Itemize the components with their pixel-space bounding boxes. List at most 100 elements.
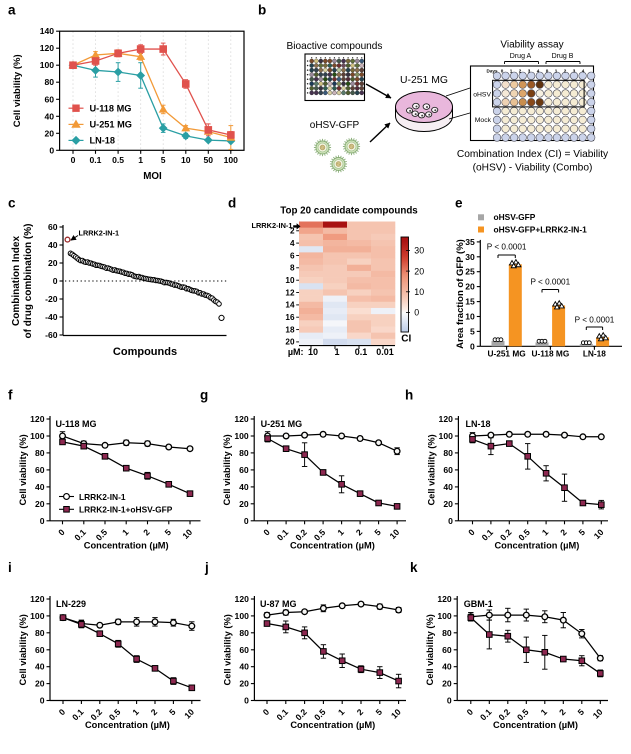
svg-text:1: 1	[130, 707, 141, 718]
svg-text:0: 0	[261, 707, 272, 718]
svg-text:5: 5	[374, 707, 385, 718]
svg-text:2: 2	[354, 527, 365, 538]
svg-text:g: g	[200, 388, 208, 403]
svg-text:j: j	[204, 560, 209, 575]
svg-text:60: 60	[35, 645, 45, 655]
svg-text:5: 5	[576, 707, 587, 718]
svg-text:2: 2	[557, 707, 568, 718]
svg-text:80: 80	[239, 448, 249, 458]
svg-text:40: 40	[239, 482, 249, 492]
svg-text:Concentration (µM): Concentration (µM)	[84, 541, 169, 551]
svg-text:oHSV-GFP: oHSV-GFP	[494, 212, 536, 222]
svg-text:b: b	[258, 3, 266, 18]
svg-text:20: 20	[48, 258, 58, 268]
svg-text:10: 10	[181, 155, 191, 165]
svg-text:20: 20	[414, 266, 424, 276]
svg-text:of drug combination (%): of drug combination (%)	[23, 224, 34, 339]
svg-text:0: 0	[71, 155, 76, 165]
svg-text:Cell viability (%): Cell viability (%)	[222, 434, 232, 505]
svg-text:5: 5	[470, 326, 475, 336]
svg-text:60: 60	[442, 645, 452, 655]
svg-text:1: 1	[120, 527, 131, 538]
svg-text:Cell viability (%): Cell viability (%)	[18, 434, 28, 505]
svg-text:e: e	[455, 196, 463, 211]
svg-text:20: 20	[285, 338, 295, 347]
svg-text:120: 120	[40, 43, 55, 53]
svg-text:Area fraction of GFP (%): Area fraction of GFP (%)	[455, 239, 466, 349]
svg-text:0: 0	[40, 516, 45, 526]
svg-text:0: 0	[466, 527, 477, 538]
svg-text:20: 20	[35, 499, 45, 509]
svg-text:80: 80	[35, 628, 45, 638]
svg-text:12: 12	[285, 288, 295, 297]
svg-text:LRRK2-IN-1: LRRK2-IN-1	[79, 229, 120, 238]
svg-text:40: 40	[35, 662, 45, 672]
svg-text:120: 120	[234, 414, 249, 424]
svg-text:f: f	[8, 388, 13, 403]
svg-text:5: 5	[161, 155, 166, 165]
svg-text:(oHSV) - Viability (Combo): (oHSV) - Viability (Combo)	[473, 163, 593, 174]
svg-text:a: a	[8, 3, 16, 18]
svg-text:15: 15	[465, 297, 475, 307]
svg-text:40: 40	[45, 111, 55, 121]
svg-text:Cell viability (%): Cell viability (%)	[426, 434, 436, 505]
svg-text:60: 60	[443, 465, 453, 475]
svg-text:30: 30	[465, 252, 475, 262]
svg-text:Cell viability (%): Cell viability (%)	[12, 54, 23, 127]
svg-text:Concentration (µM): Concentration (µM)	[494, 541, 579, 551]
svg-text:LN-18: LN-18	[583, 349, 606, 359]
svg-text:6: 6	[290, 251, 295, 260]
svg-text:-20: -20	[45, 294, 58, 304]
svg-text:-40: -40	[45, 312, 58, 322]
svg-text:10: 10	[308, 347, 318, 357]
svg-text:MOI: MOI	[143, 171, 162, 182]
svg-text:0: 0	[56, 527, 67, 538]
svg-text:0: 0	[546, 69, 549, 74]
svg-text:100: 100	[30, 611, 45, 621]
svg-text:0: 0	[244, 516, 249, 526]
svg-text:40: 40	[443, 482, 453, 492]
svg-text:60: 60	[35, 465, 45, 475]
svg-text:2: 2	[355, 707, 366, 718]
svg-text:Combination Index: Combination Index	[11, 236, 22, 326]
svg-text:Days: Days	[487, 69, 498, 74]
svg-text:4: 4	[290, 239, 295, 248]
svg-text:30: 30	[414, 246, 424, 256]
svg-text:120: 120	[235, 594, 250, 604]
svg-text:60: 60	[48, 222, 58, 232]
svg-text:1: 1	[335, 527, 346, 538]
svg-text:U-118 MG: U-118 MG	[90, 103, 132, 113]
svg-text:120: 120	[439, 414, 454, 424]
svg-text:5: 5	[372, 527, 383, 538]
svg-text:1: 1	[540, 527, 551, 538]
svg-text:c: c	[8, 196, 16, 211]
svg-text:8: 8	[290, 264, 295, 273]
svg-text:14: 14	[285, 301, 295, 310]
svg-text:CI: CI	[401, 334, 411, 345]
svg-text:Mock: Mock	[475, 117, 492, 124]
svg-text:LN-18: LN-18	[90, 136, 116, 146]
svg-text:LN-18: LN-18	[466, 419, 491, 429]
svg-text:5: 5	[167, 707, 178, 718]
svg-text:oHSV: oHSV	[473, 92, 491, 99]
svg-text:25: 25	[465, 267, 475, 277]
svg-text:0: 0	[465, 707, 476, 718]
svg-text:1: 1	[539, 707, 550, 718]
svg-text:Viability assay: Viability assay	[500, 40, 563, 51]
svg-text:1: 1	[138, 155, 143, 165]
svg-text:k: k	[410, 560, 418, 575]
svg-text:5: 5	[577, 527, 588, 538]
svg-text:Concentration (µM): Concentration (µM)	[290, 720, 375, 730]
svg-text:0: 0	[53, 276, 58, 286]
svg-text:0.1: 0.1	[90, 155, 102, 165]
svg-text:Cell viability (%): Cell viability (%)	[18, 614, 28, 685]
svg-text:2: 2	[141, 527, 152, 538]
svg-text:0.1: 0.1	[355, 347, 368, 357]
svg-text:1: 1	[510, 69, 513, 74]
svg-text:35: 35	[465, 237, 475, 247]
svg-text:Cell viability (%): Cell viability (%)	[425, 614, 435, 685]
svg-text:80: 80	[35, 448, 45, 458]
svg-text:0: 0	[40, 696, 45, 706]
svg-text:20: 20	[443, 499, 453, 509]
svg-text:U-251 MG: U-251 MG	[487, 349, 525, 359]
